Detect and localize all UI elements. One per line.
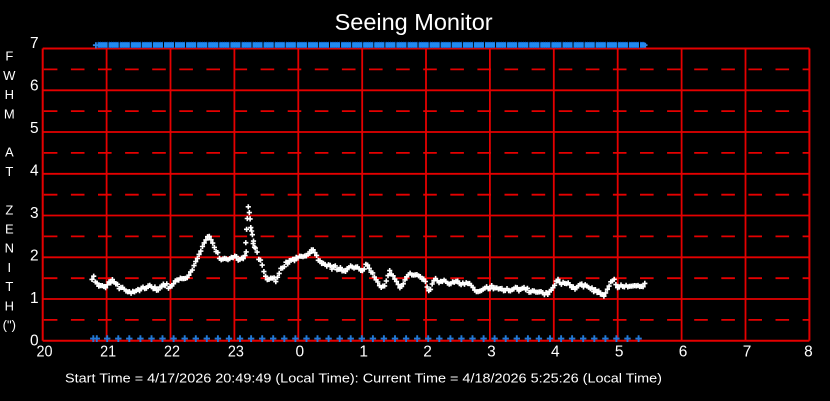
svg-text:T: T: [5, 279, 13, 294]
svg-text:I: I: [7, 260, 11, 275]
svg-text:21: 21: [100, 343, 116, 360]
svg-text:M: M: [4, 106, 15, 121]
svg-text:Z: Z: [5, 202, 13, 217]
svg-text:0: 0: [30, 333, 39, 350]
svg-text:H: H: [5, 87, 14, 102]
svg-text:3: 3: [487, 343, 496, 360]
svg-text:6: 6: [30, 78, 39, 95]
svg-text:Start Time = 4/17/2026 20:49: Start Time = 4/17/2026 20:49:49 (Local T…: [65, 371, 662, 386]
svg-text:5: 5: [30, 120, 39, 137]
svg-text:1: 1: [30, 290, 39, 307]
svg-text:6: 6: [679, 343, 688, 360]
svg-text:1: 1: [359, 343, 368, 360]
svg-text:4: 4: [551, 343, 560, 360]
svg-text:H: H: [5, 298, 14, 313]
svg-text:F: F: [5, 49, 13, 64]
svg-text:7: 7: [743, 343, 752, 360]
svg-text:A: A: [5, 145, 14, 160]
svg-text:2: 2: [30, 248, 39, 265]
svg-text:E: E: [5, 222, 14, 237]
svg-text:("): ("): [3, 318, 16, 333]
svg-text:23: 23: [228, 343, 244, 360]
svg-text:5: 5: [615, 343, 624, 360]
svg-text:22: 22: [164, 343, 180, 360]
svg-text:4: 4: [30, 163, 39, 180]
svg-text:N: N: [5, 241, 14, 256]
svg-text:T: T: [5, 164, 13, 179]
svg-text:3: 3: [30, 205, 39, 222]
svg-text:0: 0: [296, 343, 305, 360]
svg-text:7: 7: [30, 35, 39, 52]
svg-text:W: W: [3, 68, 16, 83]
svg-text:20: 20: [37, 343, 53, 360]
svg-text:2: 2: [423, 343, 432, 360]
svg-text:8: 8: [804, 343, 813, 360]
svg-text:Seeing Monitor: Seeing Monitor: [335, 9, 493, 35]
